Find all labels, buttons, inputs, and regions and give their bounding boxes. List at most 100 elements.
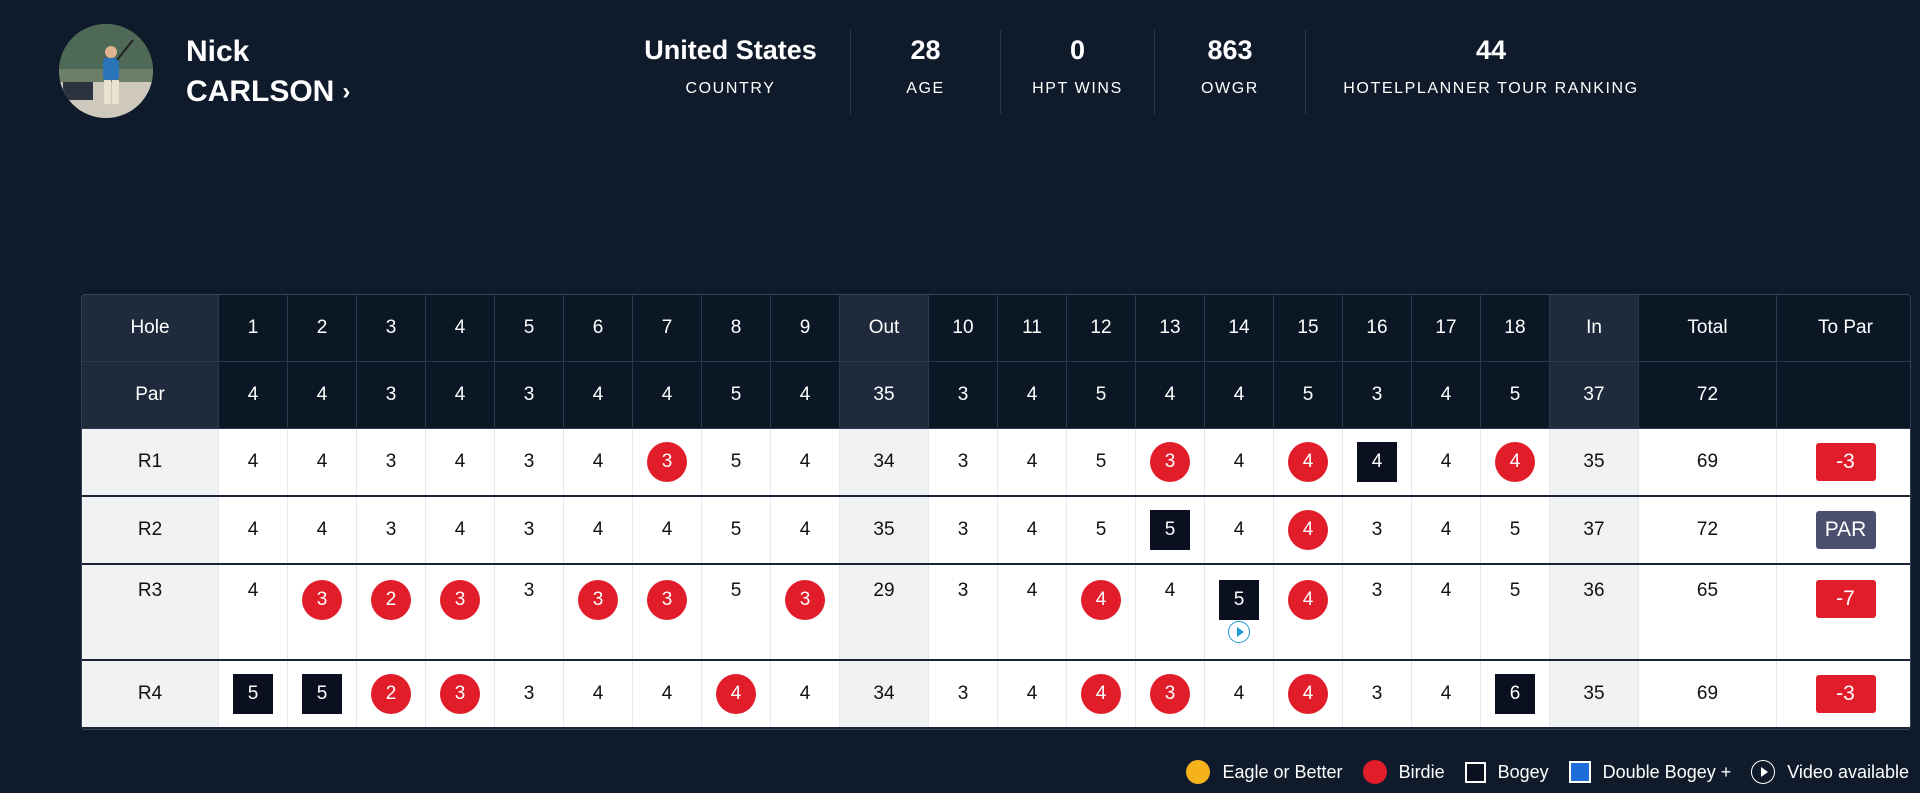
score-value: 69 (1696, 683, 1719, 704)
score-cell: 5 (1136, 497, 1205, 563)
score-cell: 4 (1412, 497, 1481, 563)
score-value: 4 (1026, 451, 1038, 472)
stat-label: COUNTRY (685, 80, 776, 97)
score-value: 4 (1440, 683, 1452, 704)
par-cell: 35 (840, 362, 929, 429)
birdie-dot-icon (1362, 760, 1387, 784)
stat-label: HPT WINS (1032, 80, 1123, 97)
par-cell: 4 (426, 362, 495, 429)
score-cell: 4 (1274, 661, 1343, 727)
score-cell: 3 (771, 565, 840, 659)
hole-header-cell: 15 (1274, 295, 1343, 362)
player-first-name: Nick (186, 35, 250, 68)
round-label: R2 (82, 497, 219, 563)
score-value: 4 (1440, 519, 1452, 540)
legend-label: Video available (1787, 761, 1909, 782)
hole-header-cell: 13 (1136, 295, 1205, 362)
score-cell: 3 (1136, 661, 1205, 727)
total-cell: 65 (1639, 565, 1777, 659)
score-cell: 4 (219, 497, 288, 563)
score-cell: 4 (771, 661, 840, 727)
score-value: 4 (1233, 683, 1245, 704)
score-cell: 4 (564, 661, 633, 727)
subtotal-cell: 29 (840, 565, 929, 659)
stat-hpt-wins: 0 HPT WINS (1001, 30, 1154, 114)
hole-header-cell: 2 (288, 295, 357, 362)
par-cell: 4 (633, 362, 702, 429)
hole-header-cell: 8 (702, 295, 771, 362)
par-cell: 5 (1274, 362, 1343, 429)
par-cell: 4 (288, 362, 357, 429)
par-cell: 4 (564, 362, 633, 429)
stat-label: AGE (906, 80, 945, 97)
score-cell: 5 (702, 429, 771, 495)
score-cell: 4 (1481, 429, 1550, 495)
score-value: 4 (247, 580, 259, 601)
legend-item-dbl: Double Bogey + (1568, 761, 1731, 783)
divider (1305, 30, 1306, 114)
score-value: 4 (1440, 580, 1452, 601)
score-value: 3 (523, 451, 535, 472)
round-label: R3 (82, 565, 219, 659)
hole-header-cell: In (1550, 295, 1639, 362)
stat-age: 28 AGE (851, 30, 1000, 114)
score-cell: 3 (1343, 565, 1412, 659)
score-value: 5 (1509, 519, 1521, 540)
par-cell: 4 (1136, 362, 1205, 429)
subtotal-cell: 35 (1550, 429, 1639, 495)
video-play-icon[interactable] (1228, 621, 1250, 643)
hole-header-cell: 16 (1343, 295, 1412, 362)
subtotal-cell: 35 (1550, 661, 1639, 727)
score-value: 4 (454, 519, 466, 540)
score-cell: 3 (426, 565, 495, 659)
hole-header-label: Hole (82, 295, 219, 362)
score-cell: 3 (1136, 429, 1205, 495)
score-value: 3 (957, 451, 969, 472)
score-cell: 4 (633, 497, 702, 563)
score-value: 65 (1696, 580, 1719, 601)
total-cell: 72 (1639, 497, 1777, 563)
stat-label: HOTELPLANNER TOUR RANKING (1343, 80, 1639, 97)
score-value: 36 (1583, 580, 1605, 601)
hole-header-cell: Total (1639, 295, 1777, 362)
par-row: Par 4 4 3 4 3 4 4 5 4 35 3 4 5 4 4 5 3 4 5 37 72 (82, 362, 1910, 429)
stat-value: United States (644, 35, 817, 65)
score-cell: 4 (1412, 565, 1481, 659)
score-value: 5 (730, 580, 742, 601)
score-value: 4 (799, 683, 811, 704)
par-cell: 4 (771, 362, 840, 429)
score-value: 35 (1583, 451, 1605, 472)
hole-header-cell: 7 (633, 295, 702, 362)
stat-value: 28 (910, 35, 941, 65)
legend-item-vid: Video available (1751, 760, 1909, 784)
hole-header-cell: 14 (1205, 295, 1274, 362)
birdie-score: 4 (1288, 510, 1328, 550)
double-bogey-square-icon (1568, 761, 1591, 783)
round-label: R1 (82, 429, 219, 495)
score-cell: 4 (219, 565, 288, 659)
stat-value: 0 (1069, 35, 1086, 65)
round-label: R4 (82, 661, 219, 727)
legend-item-bogey: Bogey (1464, 761, 1549, 783)
score-value: 69 (1696, 451, 1719, 472)
score-cell: 3 (929, 497, 998, 563)
score-cell: 4 (1205, 497, 1274, 563)
score-value: 5 (730, 519, 742, 540)
birdie-score: 3 (578, 580, 618, 620)
score-cell: 5 (1067, 429, 1136, 495)
score-value: 35 (1583, 683, 1605, 704)
bogey-score: 5 (233, 674, 273, 714)
score-cell: 2 (357, 565, 426, 659)
score-cell: 3 (929, 429, 998, 495)
score-cell: 3 (495, 497, 564, 563)
eagle-dot-icon (1186, 760, 1211, 784)
play-circle-icon (1751, 760, 1776, 784)
birdie-score: 3 (440, 580, 480, 620)
player-name-link[interactable]: Nick CARLSON › (186, 32, 350, 114)
score-cell: 4 (288, 429, 357, 495)
score-cell: 3 (633, 429, 702, 495)
score-cell: 4 (1067, 661, 1136, 727)
birdie-score: 4 (1288, 442, 1328, 482)
hole-header-cell: 10 (929, 295, 998, 362)
to-par-cell: -3 (1777, 429, 1910, 495)
